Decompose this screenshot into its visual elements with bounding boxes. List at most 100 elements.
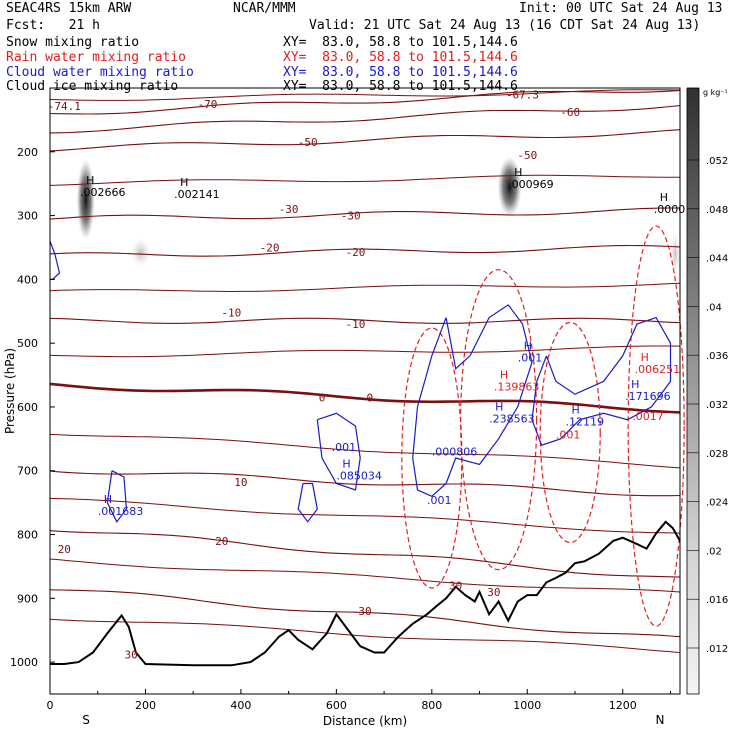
- isotherm--10: [49, 317, 681, 324]
- extremum-value: .002666: [80, 186, 126, 199]
- left-endpoint-label: S: [82, 713, 90, 727]
- cloud-water-contour: [297, 482, 318, 523]
- extremum-marker: H: [514, 166, 522, 179]
- rain-contour: [539, 321, 601, 544]
- isotherm--70: [49, 89, 681, 115]
- isotherm-label: 10: [234, 476, 247, 489]
- colorbar-tick-label: .012: [706, 644, 728, 655]
- colorbar-unit: g kg⁻¹: [703, 88, 728, 97]
- extremum-value: .001683: [98, 505, 143, 518]
- extremum-marker: H: [571, 404, 579, 417]
- rain-contour: [627, 225, 685, 627]
- field-cloudice-name: Cloud ice mixing ratio: [6, 79, 179, 94]
- cloud-water-contour: [49, 240, 61, 280]
- x-tick-label: 1000: [513, 699, 541, 712]
- field-cloudwater-name: Cloud water mixing ratio: [6, 65, 194, 80]
- colorbar-tick-label: .044: [706, 254, 728, 265]
- isotherm-label: -74.1: [48, 100, 81, 113]
- extremum-value: .0017: [632, 410, 664, 423]
- colorbar-tick-label: .028: [706, 449, 728, 460]
- extremum-value: .139863: [494, 380, 540, 393]
- isotherm-line: [49, 433, 681, 469]
- y-tick-label: 300: [17, 210, 38, 223]
- field-cloudwater-xy: XY= 83.0, 58.8 to 101.5,144.6: [283, 65, 518, 80]
- isotherm-label: -50: [517, 149, 537, 162]
- extremum-value: .085034: [336, 470, 382, 483]
- colorbar-tick-label: .04: [706, 302, 722, 313]
- isotherm-label: 20: [58, 543, 71, 556]
- colorbar-tick-label: .016: [706, 595, 728, 606]
- isotherm-label: 30: [449, 580, 462, 593]
- isotherm--50: [49, 129, 681, 152]
- isotherm-label: 0: [366, 391, 373, 404]
- isotherm-line: [49, 174, 680, 186]
- x-tick-label: 600: [326, 699, 347, 712]
- colorbar: [686, 87, 700, 695]
- isotherm-label: -30: [279, 203, 299, 216]
- y-tick-label: 1000: [10, 656, 38, 669]
- header-institution: NCAR/MMM: [233, 1, 296, 16]
- field-snow-name: Snow mixing ratio: [6, 35, 140, 50]
- y-tick-label: 500: [17, 337, 38, 350]
- snow-shading: [670, 231, 681, 276]
- colorbar-tick-label: .02: [706, 546, 722, 557]
- colorbar-tick-label: .052: [706, 156, 728, 167]
- isotherm-label: 30: [125, 648, 138, 661]
- extremum-value: .171696: [625, 390, 671, 403]
- isotherm-20: [49, 530, 681, 578]
- field-snow-xy: XY= 83.0, 58.8 to 101.5,144.6: [283, 35, 518, 50]
- y-tick-label: 200: [17, 146, 38, 159]
- isotherm-line: [49, 282, 681, 293]
- isotherm-label: -60: [560, 106, 580, 119]
- x-axis-title: Distance (km): [323, 714, 407, 728]
- extremum-value: .002141: [174, 188, 220, 201]
- isotherm-label: -20: [346, 246, 366, 259]
- terrain-line: [50, 520, 681, 667]
- header-forecast: Fcst: 21 h: [6, 18, 100, 33]
- x-tick-label: 1200: [609, 699, 637, 712]
- isotherm--60: [49, 105, 681, 134]
- isotherm-0: [49, 382, 681, 414]
- extremum-value: .001: [518, 352, 543, 365]
- isotherm-label: -30: [341, 210, 361, 223]
- colorbar-tick-label: .036: [706, 351, 728, 362]
- y-tick-label: 400: [17, 273, 38, 286]
- extremum-value: .000806: [432, 445, 478, 458]
- isotherm-label: -10: [346, 318, 366, 331]
- extremum-value: .006251: [635, 363, 681, 376]
- isotherm-line: [49, 558, 681, 593]
- right-endpoint-label: N: [656, 713, 665, 727]
- extremum-marker: H: [660, 191, 668, 204]
- header-init: Init: 00 UTC Sat 24 Aug 13: [519, 1, 723, 16]
- isotherm-line: [49, 497, 681, 534]
- y-axis-title: Pressure (hPa): [3, 348, 17, 434]
- extremum-marker: H: [104, 493, 112, 506]
- extremum-marker: H: [524, 340, 532, 353]
- x-tick-label: 200: [135, 699, 156, 712]
- extremum-marker: H: [495, 400, 503, 413]
- plot-frame: [49, 87, 681, 695]
- y-tick-label: 700: [17, 465, 38, 478]
- extremum-marker: H: [500, 368, 508, 381]
- extremum-marker: H: [180, 176, 188, 189]
- field-cloudice-xy: XY= 83.0, 58.8 to 101.5,144.6: [283, 79, 518, 94]
- extremum-value: .001: [332, 441, 357, 454]
- isotherm-label: -70: [198, 98, 218, 111]
- extremum-marker: H: [631, 378, 639, 391]
- x-tick-label: 0: [47, 699, 54, 712]
- snow-shading: [497, 156, 522, 217]
- header-valid: Valid: 21 UTC Sat 24 Aug 13 (16 CDT Sat …: [309, 18, 701, 33]
- cloud-water-contour: [106, 470, 128, 523]
- field-rain-name: Rain water mixing ratio: [6, 50, 187, 65]
- cloud-water-contour: [412, 304, 533, 498]
- colorbar-tick-label: .024: [706, 498, 728, 509]
- isotherm-line: [49, 618, 681, 654]
- snow-shading: [76, 159, 95, 240]
- isotherm-10: [49, 470, 681, 497]
- extremum-marker: H: [641, 351, 649, 364]
- extremum-value: .238563: [489, 412, 535, 425]
- extremum-value: .001: [556, 428, 581, 441]
- snow-shading: [130, 238, 151, 267]
- y-tick-label: 600: [17, 401, 38, 414]
- x-tick-label: 800: [421, 699, 442, 712]
